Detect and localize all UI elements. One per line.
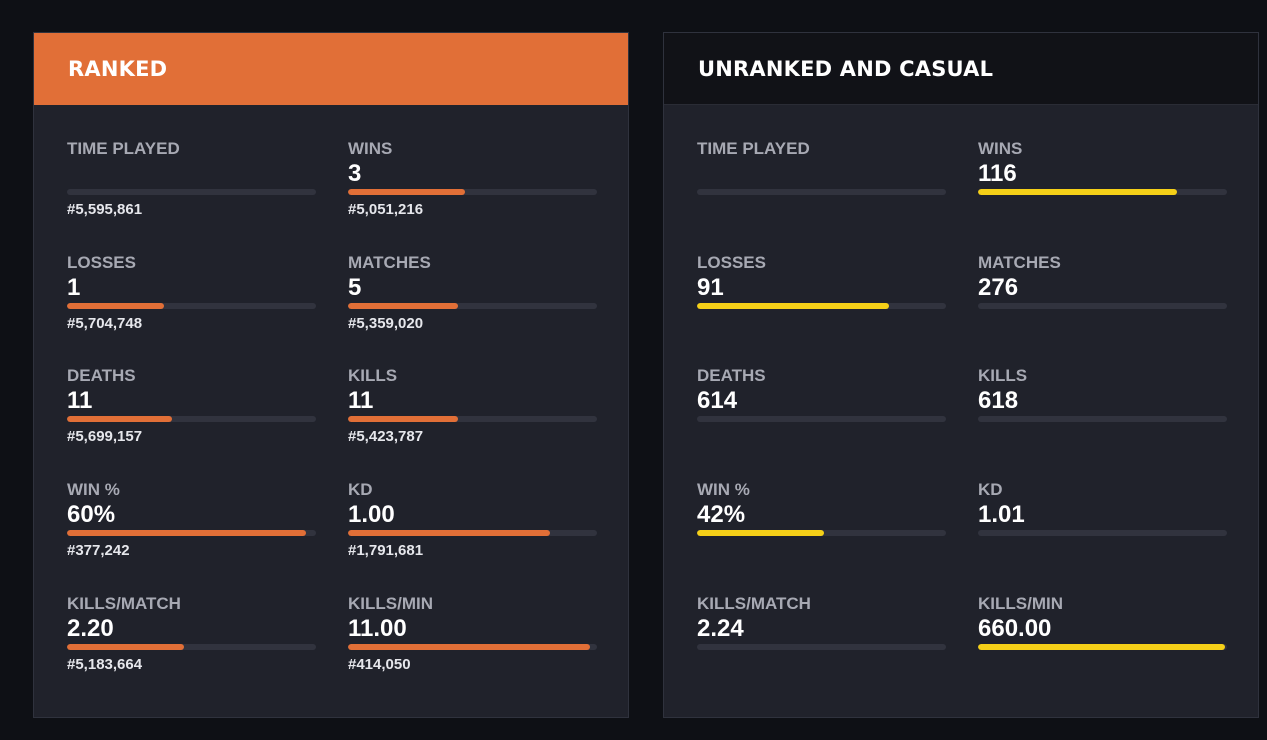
stat-rank: #5,051,216 xyxy=(348,201,424,218)
stat-value: 660.00 xyxy=(978,615,1052,642)
stat-label: LOSSES xyxy=(67,253,136,272)
stat-value: 42% xyxy=(697,501,746,528)
stat-progress-bar xyxy=(978,530,1227,536)
stat-progress-fill xyxy=(348,189,466,195)
stat-value: 5 xyxy=(348,274,362,301)
stat-value: 116 xyxy=(978,160,1017,187)
stat-progress-bar xyxy=(348,189,597,195)
stat-value: 60% xyxy=(67,501,116,528)
stat-rank: #5,704,748 xyxy=(67,315,143,332)
stat-progress-fill xyxy=(67,303,165,309)
stat-rank: #377,242 xyxy=(67,542,130,559)
stat-rank: #5,699,157 xyxy=(67,428,143,445)
stat-label: KILLS/MATCH xyxy=(697,594,811,613)
stat-value: 11.00 xyxy=(348,615,407,642)
stat-value: 2.24 xyxy=(697,615,744,642)
stat-rank: #414,050 xyxy=(348,656,411,673)
stat-value: 2.20 xyxy=(67,615,114,642)
stat-label: DEATHS xyxy=(697,366,766,385)
stat-progress-fill xyxy=(67,416,172,422)
stat-progress-bar xyxy=(697,416,946,422)
stat-rank: #5,595,861 xyxy=(67,201,143,218)
stat-label: KILLS/MIN xyxy=(348,594,433,613)
stat-value: 276 xyxy=(978,274,1019,301)
stat-label: MATCHES xyxy=(348,253,431,272)
stat-value: 91 xyxy=(697,274,724,301)
stat-progress-fill xyxy=(67,530,307,536)
stat-rank: #5,359,020 xyxy=(348,315,424,332)
stat-progress-fill xyxy=(67,644,185,650)
stat-progress-bar xyxy=(697,530,946,536)
stat-progress-bar xyxy=(978,416,1227,422)
casual-panel-header: UNRANKED AND CASUAL xyxy=(664,33,1258,105)
stat-value: 1.01 xyxy=(978,501,1025,528)
stat-progress-bar xyxy=(348,303,597,309)
stat-label: DEATHS xyxy=(67,366,136,385)
stat-progress-bar xyxy=(67,644,316,650)
stat-value: 11 xyxy=(348,387,374,414)
stat-label: MATCHES xyxy=(978,253,1061,272)
stat-progress-bar xyxy=(697,303,946,309)
stat-progress-bar xyxy=(697,644,946,650)
stat-progress-bar xyxy=(697,189,946,195)
stat-progress-bar xyxy=(978,189,1227,195)
stat-progress-bar xyxy=(348,416,597,422)
stat-value: 1 xyxy=(67,274,81,301)
ranked-panel-header: RANKED xyxy=(34,33,628,105)
stat-label: WIN % xyxy=(697,480,750,499)
stat-progress-bar xyxy=(348,644,597,650)
stat-label: KILLS/MIN xyxy=(978,594,1063,613)
stat-value: 614 xyxy=(697,387,738,414)
stat-rank: #5,423,787 xyxy=(348,428,424,445)
stat-progress-bar xyxy=(348,530,597,536)
stat-progress-bar xyxy=(67,530,316,536)
stat-progress-fill xyxy=(978,189,1178,195)
stat-value: 1.00 xyxy=(348,501,395,528)
stat-label: KD xyxy=(978,480,1003,499)
stat-label: KILLS/MATCH xyxy=(67,594,181,613)
stat-progress-bar xyxy=(67,416,316,422)
stat-rank: #5,183,664 xyxy=(67,656,143,673)
stat-progress-bar xyxy=(67,303,316,309)
stat-progress-fill xyxy=(697,303,889,309)
stat-label: WIN % xyxy=(67,480,120,499)
stat-progress-bar xyxy=(978,303,1227,309)
stat-label: WINS xyxy=(978,139,1023,158)
stat-progress-fill xyxy=(348,644,590,650)
stat-label: TIME PLAYED xyxy=(697,139,810,158)
stat-value: 11 xyxy=(67,387,93,414)
stat-label: KILLS xyxy=(348,366,398,385)
stat-progress-fill xyxy=(697,530,824,536)
stat-progress-fill xyxy=(348,303,458,309)
stat-label: LOSSES xyxy=(697,253,766,272)
stat-progress-fill xyxy=(348,530,550,536)
stat-progress-bar xyxy=(978,644,1227,650)
stat-rank: #1,791,681 xyxy=(348,542,424,559)
ranked-panel: RANKED TIME PLAYED #5,595,861 WINS 3 #5,051,… xyxy=(33,32,629,718)
stat-progress-bar xyxy=(67,189,316,195)
stat-value: 618 xyxy=(978,387,1019,414)
stat-label: TIME PLAYED xyxy=(67,139,180,158)
stat-progress-fill xyxy=(978,644,1225,650)
stat-label: KILLS xyxy=(978,366,1028,385)
stat-label: WINS xyxy=(348,139,393,158)
stat-progress-fill xyxy=(348,416,458,422)
stat-value: 3 xyxy=(348,160,362,187)
stat-label: KD xyxy=(348,480,373,499)
casual-panel: UNRANKED AND CASUAL TIME PLAYED WINS 116 LO… xyxy=(663,32,1259,718)
